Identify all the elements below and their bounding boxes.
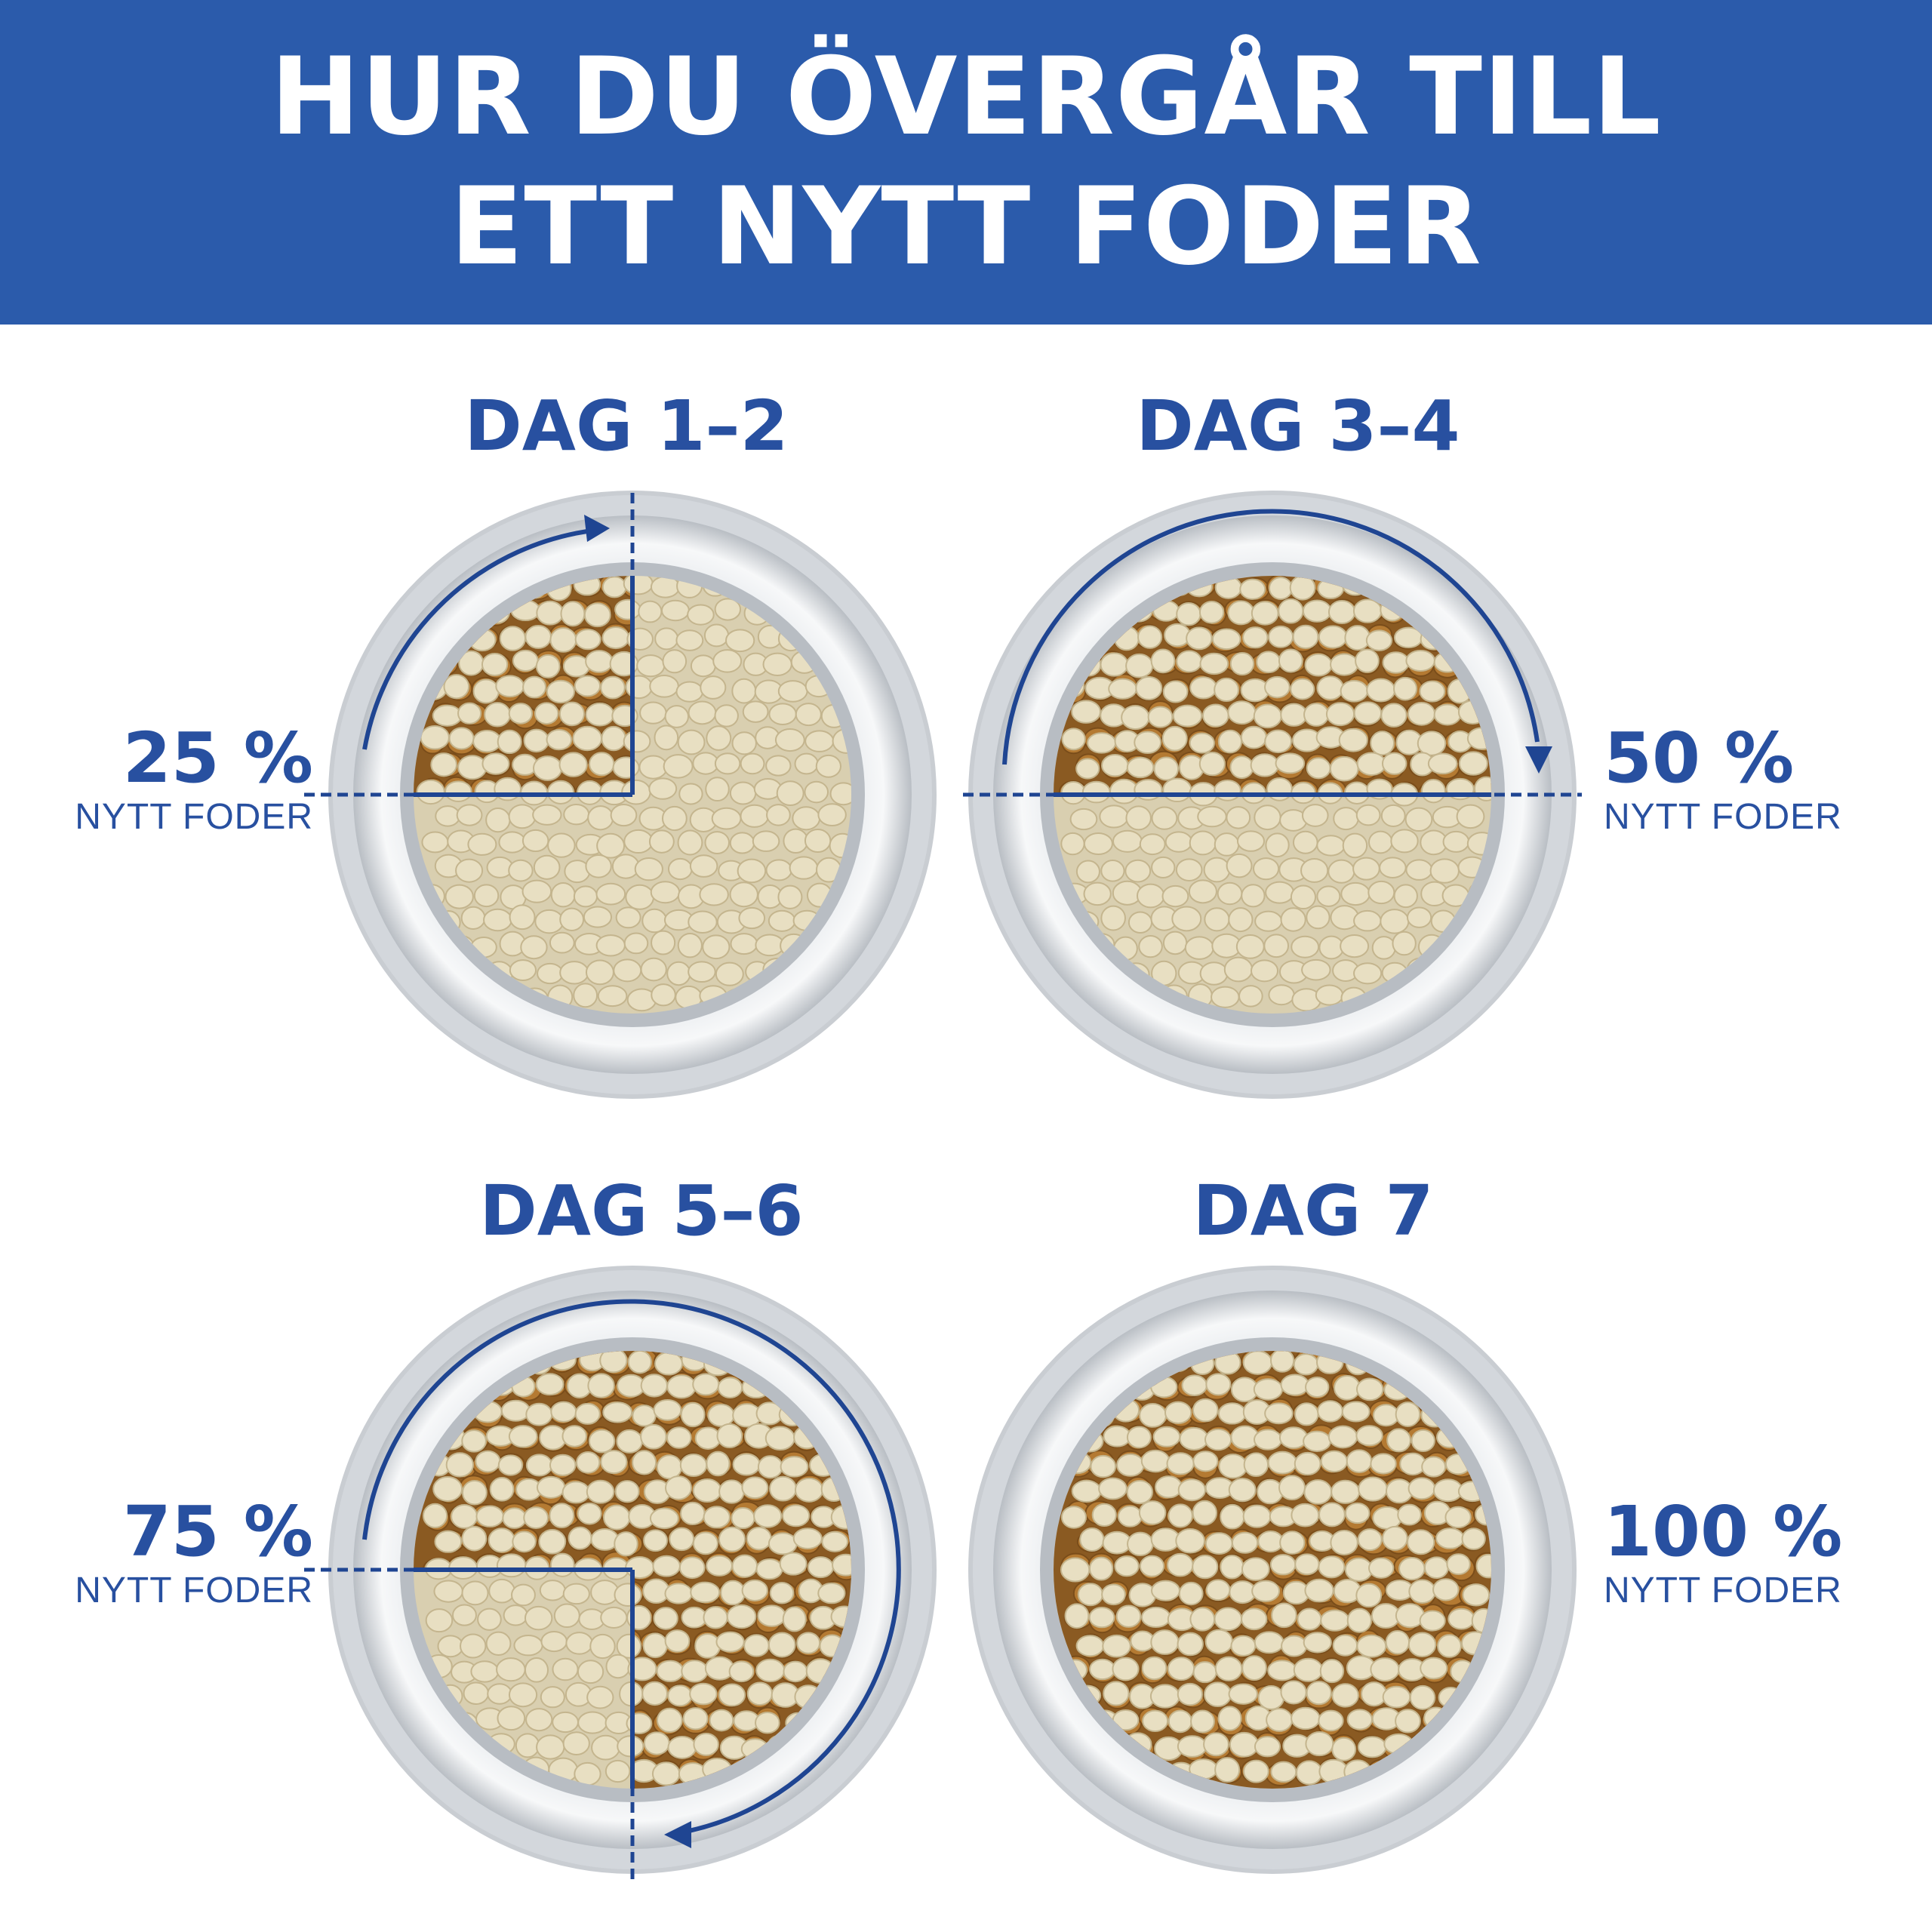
step-3-percent-label: 75 % NYTT FODER (30, 1494, 313, 1612)
step-1-day-title: DAG 1–2 (464, 386, 789, 466)
header-banner: HUR DU ÖVERGÅR TILL ETT NYTT FODER (0, 0, 1932, 325)
step-2-percent: 50 % (1604, 718, 1795, 798)
page-title-line-1: HUR DU ÖVERGÅR TILL (270, 35, 1662, 159)
bowl-3 (304, 1266, 937, 1883)
step-2-percent-label: 50 % NYTT FODER (1604, 721, 1921, 838)
step-3-day-title: DAG 5–6 (479, 1171, 804, 1251)
step-4-percent-label: 100 % NYTT FODER (1604, 1494, 1921, 1612)
step-1-caption: NYTT FODER (75, 797, 313, 837)
step-2-day-title: DAG 3–4 (1136, 386, 1460, 466)
step-1-percent-label: 25 % NYTT FODER (30, 721, 313, 838)
step-2-caption: NYTT FODER (1604, 797, 1842, 837)
bowl-2 (963, 491, 1582, 1099)
step-4-day-title: DAG 7 (1192, 1171, 1434, 1251)
bowl-4 (968, 1266, 1577, 1874)
step-1-percent: 25 % (122, 718, 313, 798)
bowl-1 (304, 491, 937, 1099)
step-3-percent: 75 % (122, 1491, 313, 1572)
step-4-percent: 100 % (1604, 1491, 1843, 1572)
step-3-caption: NYTT FODER (75, 1571, 313, 1611)
page-title-line-2: ETT NYTT FODER (450, 165, 1482, 289)
step-4-caption: NYTT FODER (1604, 1571, 1842, 1611)
